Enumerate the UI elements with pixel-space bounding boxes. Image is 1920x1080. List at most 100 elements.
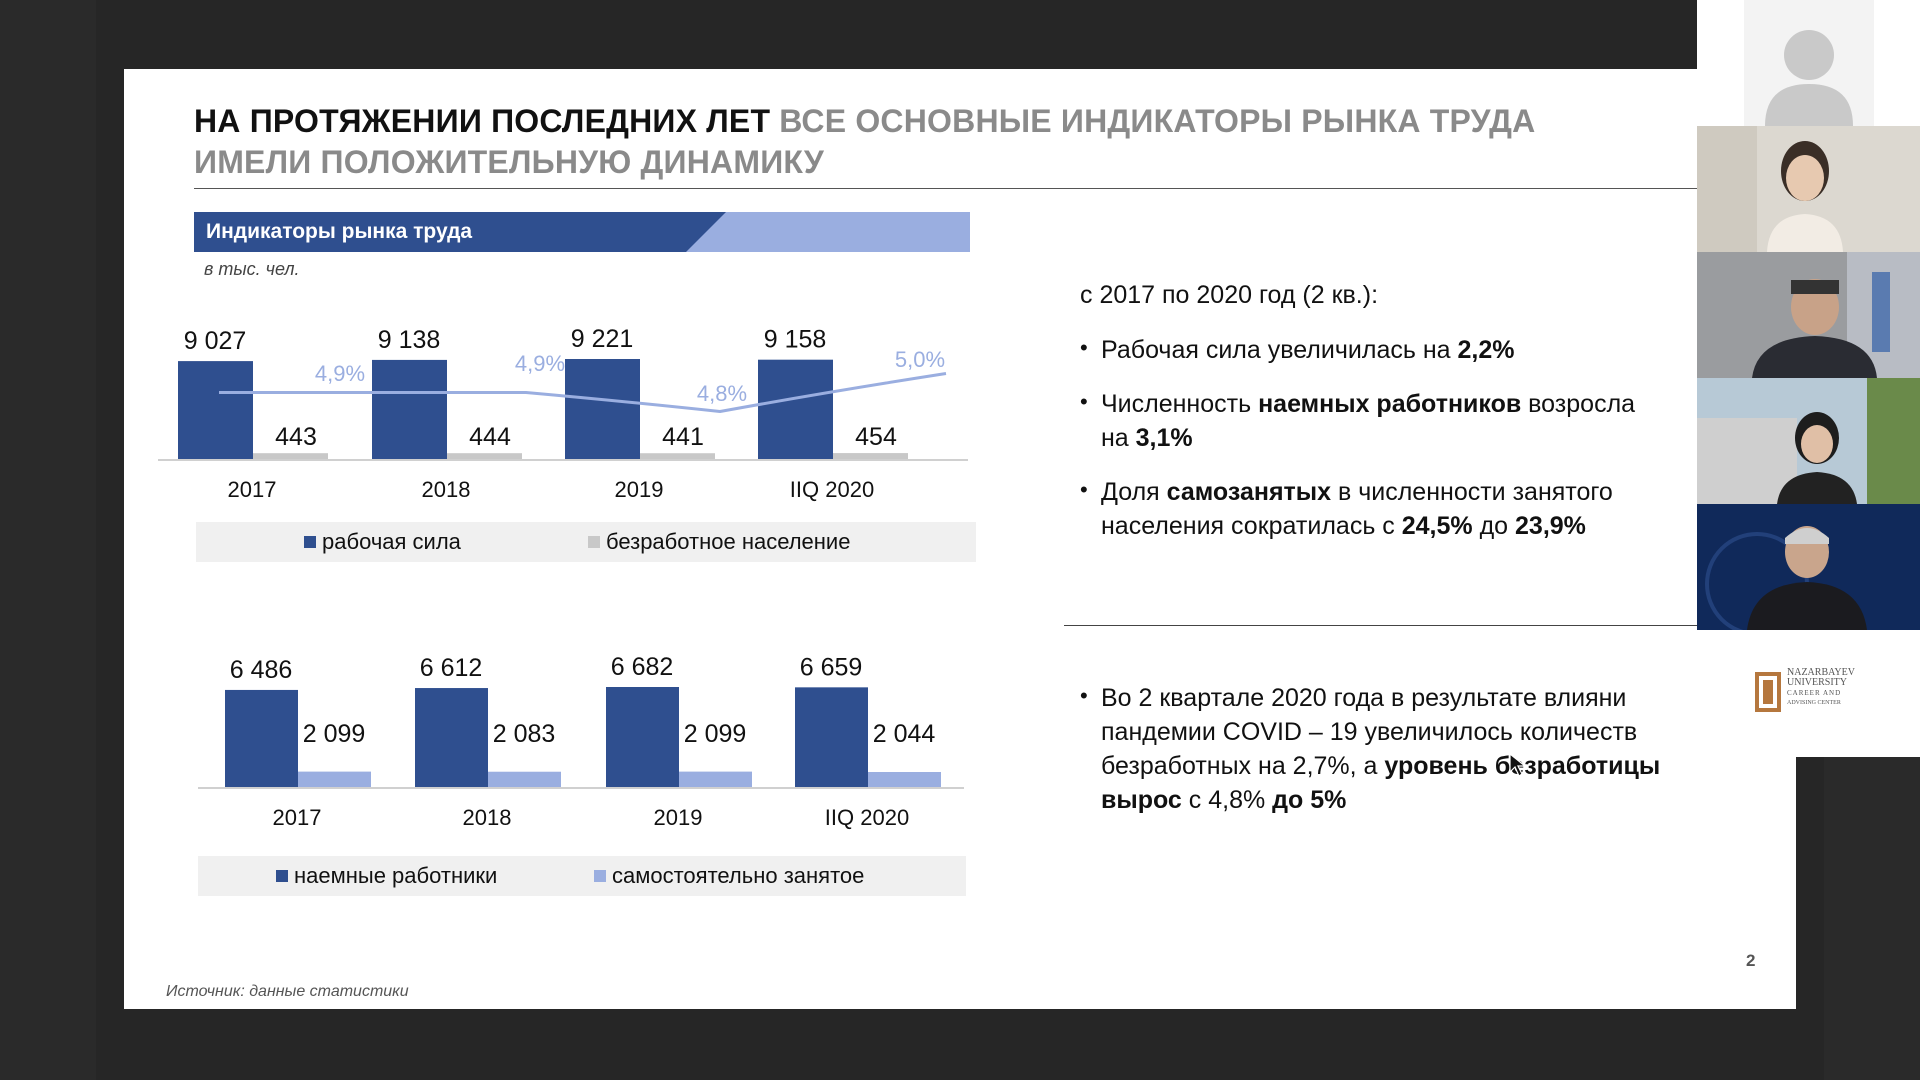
x-tick-label: 2019 xyxy=(654,805,703,830)
bar-employees xyxy=(795,687,868,787)
line-label-unemployment-rate: 4,9% xyxy=(515,351,565,376)
bullet-text: с 4,8% xyxy=(1181,786,1273,814)
participants-panel: NAZARBAYEV UNIVERSITY CAREER AND ADVISIN… xyxy=(1697,0,1920,757)
bar-label-unemployed: 454 xyxy=(855,423,897,451)
bullet-highlight: вырос xyxy=(1101,786,1182,814)
bar-label-employees: 6 612 xyxy=(420,654,483,682)
page-number: 2 xyxy=(1746,951,1756,970)
legend-label-self-employed: самостоятельно занятое xyxy=(612,863,865,888)
bullet-highlight: самозанятых xyxy=(1166,478,1332,506)
bullet-text: Численность xyxy=(1101,390,1259,418)
logo-line-3: CAREER AND xyxy=(1787,689,1842,697)
legend-label-unemployed: безработное население xyxy=(606,529,851,554)
bar-label-unemployed: 444 xyxy=(469,423,511,451)
bar-label-labor-force: 9 221 xyxy=(571,325,634,353)
bullet-text: населения сократилась с xyxy=(1101,512,1402,540)
participant-tile-4[interactable] xyxy=(1697,504,1920,630)
participant-video-icon xyxy=(1697,126,1920,252)
bar-employees xyxy=(225,689,298,787)
participant-tile-logo[interactable]: NAZARBAYEV UNIVERSITY CAREER AND ADVISIN… xyxy=(1697,630,1920,757)
section-bar-shape xyxy=(194,212,970,252)
bullet-text: на xyxy=(1101,424,1136,452)
legend-item-employees: наемные работники xyxy=(276,856,497,896)
legend-item-unemployed: безработное население xyxy=(588,522,850,562)
bar-label-self-employed: 2 044 xyxy=(873,720,936,748)
participant-video-icon xyxy=(1697,504,1920,630)
participant-tile-avatar[interactable] xyxy=(1697,0,1920,126)
bar-self-employed xyxy=(298,771,371,787)
bar-label-employees: 6 659 xyxy=(800,653,863,681)
bar-labor-force xyxy=(565,359,640,459)
x-tick-label: 2018 xyxy=(463,805,512,830)
bullet-text: пандемии COVID – 19 увеличилось количест… xyxy=(1101,718,1638,746)
legend-swatch-light-blue xyxy=(594,870,606,882)
x-tick-label: 2017 xyxy=(273,805,322,830)
bar-employees xyxy=(606,687,679,787)
bullet-highlight: 2,2% xyxy=(1457,336,1515,364)
logo-line-1: NAZARBAYEV xyxy=(1787,667,1855,678)
legend-label-labor-force: рабочая сила xyxy=(322,529,461,554)
title-grey-part-1: ВСЕ ОСНОВНЫЕ ИНДИКАТОРЫ РЫНКА ТРУДА xyxy=(779,103,1536,139)
user-avatar-icon xyxy=(1697,0,1920,126)
legend-item-labor-force: рабочая сила xyxy=(304,522,461,562)
bar-label-self-employed: 2 083 xyxy=(493,720,556,748)
x-tick-label: 2018 xyxy=(422,477,471,502)
title-dark-part: НА ПРОТЯЖЕНИИ ПОСЛЕДНИХ ЛЕТ xyxy=(194,103,771,139)
bar-employees xyxy=(415,688,488,787)
bar-labor-force xyxy=(178,361,253,459)
participant-tile-1[interactable] xyxy=(1697,126,1920,252)
charts-canvas: 9 027 443 2017 9 138 444 2018 9 221 441 2019 9 15… xyxy=(158,325,968,830)
bullet-highlight: до 5% xyxy=(1272,786,1347,814)
bar-labor-force xyxy=(758,359,833,459)
bullet-dot: • xyxy=(1080,477,1088,502)
line-label-unemployment-rate: 5,0% xyxy=(895,347,945,372)
participant-tile-2[interactable] xyxy=(1697,252,1920,378)
bar-label-employees: 6 682 xyxy=(611,653,674,681)
legend-chart-1: рабочая сила безработное население xyxy=(196,522,976,562)
x-tick-label: 2019 xyxy=(615,477,664,502)
section-header-label: Индикаторы рынка труда xyxy=(206,220,473,243)
bullet-dot: • xyxy=(1080,683,1088,708)
bar-self-employed xyxy=(679,771,752,787)
x-tick-label: 2017 xyxy=(228,477,277,502)
line-label-unemployment-rate: 4,9% xyxy=(315,361,365,386)
right-divider xyxy=(1064,625,1796,626)
participant-tile-3[interactable] xyxy=(1697,378,1920,504)
bullet-employees: • Численность наемных работников возросл… xyxy=(1080,387,1636,455)
bullet-text: Во 2 квартале 2020 года в результате вли… xyxy=(1101,684,1627,712)
bar-unemployed xyxy=(253,453,328,459)
bullet-text: до xyxy=(1472,512,1516,540)
legend-swatch-dark-blue xyxy=(304,536,316,548)
logo-text: NAZARBAYEV UNIVERSITY CAREER AND ADVISIN… xyxy=(1787,668,1855,708)
bullet-text: возросла xyxy=(1521,390,1636,418)
bullet-labor-force: • Рабочая сила увеличилась на 2,2% xyxy=(1080,333,1515,367)
x-tick-label: IIQ 2020 xyxy=(825,805,909,830)
bullet-text: в численности занятого xyxy=(1331,478,1613,506)
mouse-cursor-icon xyxy=(1509,752,1527,777)
bar-unemployed xyxy=(640,453,715,459)
bullet-highlight: 23,9% xyxy=(1515,512,1586,540)
bar-self-employed xyxy=(868,772,941,787)
bar-label-labor-force: 9 158 xyxy=(764,326,827,354)
line-label-unemployment-rate: 4,8% xyxy=(697,381,747,406)
legend-swatch-grey xyxy=(588,536,600,548)
bar-label-labor-force: 9 027 xyxy=(184,327,247,355)
bullet-dot: • xyxy=(1080,335,1088,360)
bar-label-labor-force: 9 138 xyxy=(378,326,441,354)
legend-swatch-dark-blue xyxy=(276,870,288,882)
title-grey-part-2: ИМЕЛИ ПОЛОЖИТЕЛЬНУЮ ДИНАМИКУ xyxy=(194,144,825,180)
bar-label-self-employed: 2 099 xyxy=(303,720,366,748)
bullet-dot: • xyxy=(1080,389,1088,414)
legend-item-self-employed: самостоятельно занятое xyxy=(594,856,864,896)
source-note: Источник: данные статистики xyxy=(166,983,409,1000)
bar-unemployed xyxy=(833,453,908,459)
bullet-highlight: наемных работников xyxy=(1258,390,1522,418)
bullet-highlight: 24,5% xyxy=(1401,512,1473,540)
bar-unemployed xyxy=(447,453,522,459)
bar-label-self-employed: 2 099 xyxy=(684,720,747,748)
logo-line-4: ADVISING CENTER xyxy=(1787,700,1841,706)
legend-chart-2: наемные работники самостоятельно занятое xyxy=(198,856,966,896)
unemployment-rate-line xyxy=(219,372,947,414)
units-label: в тыс. чел. xyxy=(204,259,300,279)
bullet-text: Доля xyxy=(1101,478,1167,506)
